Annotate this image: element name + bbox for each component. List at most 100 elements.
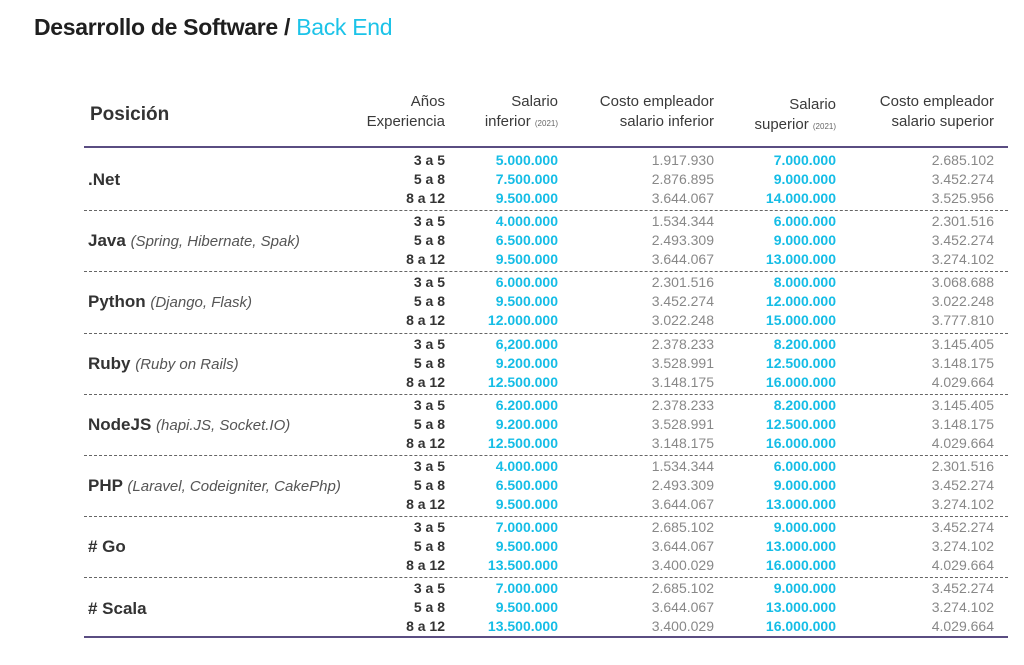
cell-ssup: 16.000.000 [765, 618, 836, 635]
position-frameworks: (Ruby on Rails) [135, 355, 239, 373]
cell-csi: 3.644.067 [651, 538, 714, 555]
header-sinf-year: (2021) [534, 119, 558, 128]
position-group: Ruby (Ruby on Rails) 3 a 5 6,200.000 2.378.… [84, 334, 1008, 395]
header-ssup-line1: Salario [789, 96, 836, 113]
cell-exp: 8 a 12 [406, 190, 445, 206]
cell-css: 3.525.956 [931, 190, 994, 206]
cell-csi: 2.685.102 [651, 580, 714, 597]
cell-csi: 3.148.175 [651, 434, 714, 451]
cell-csi: 2.493.309 [651, 232, 714, 249]
table-row: 5 a 8 6.500.000 2.493.309 9.000.000 3.452.27… [84, 476, 1008, 494]
cell-ssup: 14.000.000 [765, 190, 836, 206]
header-salario-inferior: Salario inferior (2021) [485, 92, 558, 134]
cell-css: 3.452.274 [931, 476, 994, 493]
cell-exp: 3 a 5 [413, 152, 445, 168]
table-row: 3 a 5 7.000.000 2.685.102 9.000.000 3.452.27… [84, 579, 1008, 597]
cell-ssup: 12.000.000 [765, 293, 836, 310]
cell-sinf: 12.500.000 [487, 373, 558, 390]
cell-exp: 5 a 8 [413, 476, 445, 493]
cell-css: 3.068.688 [931, 274, 994, 291]
position-frameworks: (Spring, Hibernate, Spak) [130, 233, 300, 251]
salary-table: Posición Años Experiencia Salario inferi… [84, 90, 1008, 146]
cell-css: 3.022.248 [931, 293, 994, 310]
cell-sinf: 12.000.000 [487, 312, 558, 329]
cell-css: 3.274.102 [931, 251, 994, 268]
header-anos-line1: Años [410, 93, 445, 110]
cell-csi: 2.685.102 [651, 519, 714, 536]
position-group: # Scala 3 a 5 7.000.000 2.685.102 9.000.000 3… [84, 578, 1008, 639]
position-name: Java (Spring, Hibernate, Spak) [88, 231, 300, 251]
cell-css: 3.452.274 [931, 580, 994, 597]
table-row: 8 a 12 12.000.000 3.022.248 15.000.000 3.777… [84, 311, 1008, 329]
cell-ssup: 13.000.000 [765, 495, 836, 512]
table-row: 8 a 12 13.500.000 3.400.029 16.000.000 4.029… [84, 556, 1008, 574]
position-label: # Scala [88, 598, 147, 618]
cell-css: 3.148.175 [931, 415, 994, 432]
cell-ssup: 8.000.000 [773, 274, 836, 291]
cell-csi: 2.876.895 [651, 171, 714, 187]
cell-exp: 8 a 12 [406, 434, 445, 451]
table-body: .Net 3 a 5 5.000.000 1.917.930 7.000.000 2.68… [84, 150, 1008, 640]
position-name: # Scala [88, 599, 147, 619]
cell-sinf: 4.000.000 [495, 457, 558, 474]
cell-ssup: 13.000.000 [765, 599, 836, 616]
cell-exp: 5 a 8 [413, 232, 445, 249]
position-label: .Net [88, 170, 121, 190]
table-row: 5 a 8 9.500.000 3.644.067 13.000.000 3.274.1… [84, 598, 1008, 616]
header-ssup-year: (2021) [812, 122, 836, 131]
cell-sinf: 7.000.000 [495, 580, 558, 597]
cell-css: 3.145.405 [931, 396, 994, 413]
cell-css: 3.145.405 [931, 335, 994, 352]
cell-exp: 8 a 12 [406, 557, 445, 574]
cell-ssup: 9.000.000 [773, 232, 836, 249]
position-label: Python [88, 292, 146, 312]
cell-exp: 3 a 5 [413, 213, 445, 230]
cell-ssup: 13.000.000 [765, 251, 836, 268]
cell-exp: 3 a 5 [413, 519, 445, 536]
cell-exp: 5 a 8 [413, 538, 445, 555]
cell-css: 3.452.274 [931, 232, 994, 249]
table-row: 3 a 5 5.000.000 1.917.930 7.000.000 2.685.10… [84, 151, 1008, 169]
table-row: 5 a 8 9.200.000 3.528.991 12.500.000 3.148.1… [84, 354, 1008, 372]
cell-ssup: 9.000.000 [773, 580, 836, 597]
cell-exp: 5 a 8 [413, 293, 445, 310]
cell-csi: 2.378.233 [651, 335, 714, 352]
cell-csi: 1.534.344 [651, 457, 714, 474]
cell-csi: 1.917.930 [651, 152, 714, 168]
cell-ssup: 12.500.000 [765, 415, 836, 432]
table-row: 3 a 5 6.000.000 2.301.516 8.000.000 3.068.68… [84, 273, 1008, 291]
cell-sinf: 9.500.000 [495, 538, 558, 555]
cell-css: 3.274.102 [931, 538, 994, 555]
cell-css: 3.148.175 [931, 354, 994, 371]
cell-sinf: 12.500.000 [487, 434, 558, 451]
table-row: 8 a 12 9.500.000 3.644.067 13.000.000 3.274.… [84, 250, 1008, 268]
cell-csi: 2.493.309 [651, 476, 714, 493]
cell-ssup: 6.000.000 [773, 213, 836, 230]
header-css-line1: Costo empleador [879, 93, 994, 110]
cell-sinf: 6.000.000 [495, 274, 558, 291]
table-row: 8 a 12 12.500.000 3.148.175 16.000.000 4.029… [84, 434, 1008, 452]
cell-css: 3.452.274 [931, 519, 994, 536]
header-css-line2: salario superior [891, 113, 994, 130]
position-group: PHP (Laravel, Codeigniter, CakePhp) 3 a 5… [84, 456, 1008, 518]
cell-ssup: 7.000.000 [773, 152, 836, 168]
cell-exp: 5 a 8 [413, 599, 445, 616]
cell-csi: 3.644.067 [651, 599, 714, 616]
position-group: Python (Django, Flask) 3 a 5 6.000.000 2.30… [84, 272, 1008, 334]
position-label: NodeJS [88, 414, 152, 434]
table-row: 3 a 5 4.000.000 1.534.344 6.000.000 2.301.51… [84, 212, 1008, 230]
title-subtitle: Back End [296, 14, 393, 40]
header-costo-salario-inferior: Costo empleador salario inferior [600, 92, 714, 132]
position-name: Ruby (Ruby on Rails) [88, 354, 239, 374]
bottom-rule [84, 636, 1008, 638]
cell-css: 3.274.102 [931, 599, 994, 616]
title-main: Desarrollo de Software [34, 14, 278, 40]
table-row: 3 a 5 7.000.000 2.685.102 9.000.000 3.452.27… [84, 518, 1008, 536]
table-row: 3 a 5 4.000.000 1.534.344 6.000.000 2.301.51… [84, 457, 1008, 475]
table-row: 8 a 12 13.500.000 3.400.029 16.000.000 4.029… [84, 617, 1008, 635]
cell-csi: 3.452.274 [651, 293, 714, 310]
cell-ssup: 16.000.000 [765, 373, 836, 390]
cell-ssup: 9.000.000 [773, 519, 836, 536]
cell-csi: 3.400.029 [651, 618, 714, 635]
position-label: Java [88, 231, 126, 251]
